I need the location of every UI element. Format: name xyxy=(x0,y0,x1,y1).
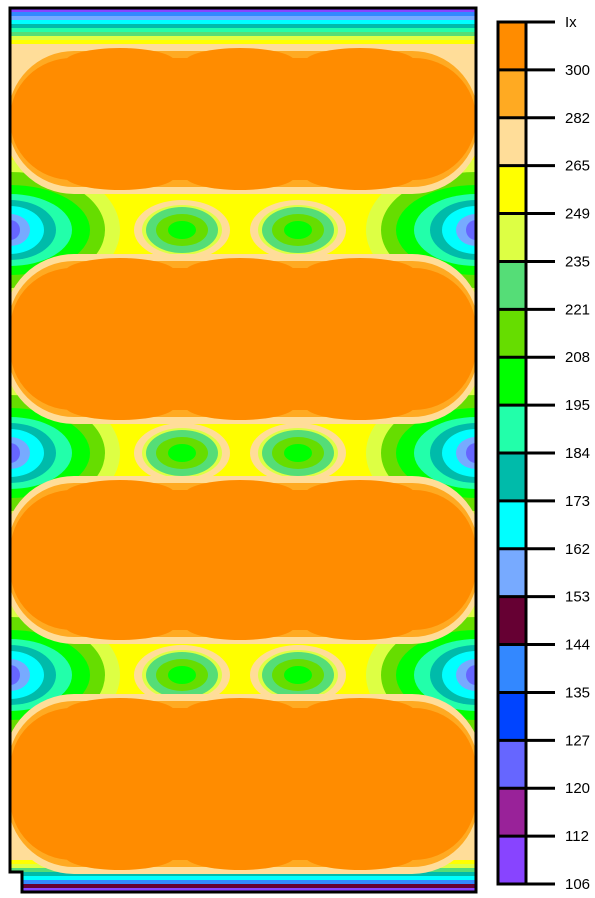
legend-title: Ix xyxy=(565,14,577,31)
legend-tick-label: 184 xyxy=(565,445,590,462)
contour-region xyxy=(185,698,295,726)
legend-tick-label: 195 xyxy=(565,397,590,414)
legend-band xyxy=(498,692,526,741)
contour-region xyxy=(305,842,415,870)
contour-region xyxy=(65,48,175,76)
legend-tick-label: 153 xyxy=(565,589,590,606)
contour-region xyxy=(65,698,175,726)
contour-region xyxy=(284,666,312,684)
contour-region xyxy=(456,437,476,469)
contour-region xyxy=(65,162,175,190)
contour-region xyxy=(185,258,295,286)
contour-region xyxy=(284,444,312,462)
legend-band xyxy=(498,740,526,789)
legend-tick-label: 249 xyxy=(565,206,590,223)
contour-region xyxy=(284,221,312,239)
contour-region xyxy=(305,392,415,420)
contour-region xyxy=(65,612,175,640)
contour-region xyxy=(10,443,20,463)
contour-region xyxy=(305,698,415,726)
contour-region xyxy=(10,214,30,246)
legend-tick-label: 235 xyxy=(565,253,590,270)
legend-tick-label: 162 xyxy=(565,541,590,558)
legend-band xyxy=(498,309,526,358)
legend-band xyxy=(498,261,526,310)
contour-plateau xyxy=(10,490,476,630)
contour-region xyxy=(305,612,415,640)
contour-region xyxy=(185,162,295,190)
contour-region xyxy=(185,480,295,508)
contour-region xyxy=(65,258,175,286)
legend-tick-label: 282 xyxy=(565,110,590,127)
contour-region xyxy=(442,651,476,699)
contour-region xyxy=(185,842,295,870)
legend-ticks: 300 282 265 249 235 221 208 195 184 173 162 153 144 1… xyxy=(498,20,590,893)
contour-region xyxy=(10,206,44,254)
legend-band xyxy=(498,22,526,71)
legend-bands xyxy=(498,22,526,885)
contour-region xyxy=(185,612,295,640)
contour-plateau xyxy=(10,708,476,860)
contour-region xyxy=(65,392,175,420)
plot-border xyxy=(8,6,478,894)
legend-tick-label: 265 xyxy=(565,158,590,175)
contour-region xyxy=(65,480,175,508)
legend-tick-label: 120 xyxy=(565,780,590,797)
contour-region xyxy=(168,221,196,239)
legend-band xyxy=(498,836,526,885)
contour-region xyxy=(466,443,476,463)
legend-band xyxy=(498,596,526,646)
legend-band xyxy=(498,69,526,119)
contour-layers xyxy=(10,8,476,892)
legend-band xyxy=(498,357,526,406)
legend-tick-label: 300 xyxy=(565,62,590,79)
contour-region xyxy=(168,666,196,684)
contour-region xyxy=(168,444,196,462)
legend-band xyxy=(498,213,526,262)
legend-band xyxy=(498,405,526,454)
contour-plot-area xyxy=(10,8,476,892)
contour-region xyxy=(442,429,476,477)
contour-region xyxy=(65,842,175,870)
legend-tick-label: 173 xyxy=(565,493,590,510)
contour-region xyxy=(466,665,476,685)
legend-tick-label: 112 xyxy=(565,828,589,845)
contour-region xyxy=(10,429,44,477)
contour-region xyxy=(10,437,30,469)
legend-tick-label: 221 xyxy=(565,301,590,318)
contour-region xyxy=(456,214,476,246)
legend: 300 282 265 249 235 221 208 195 184 173 162 153 144 1… xyxy=(496,14,590,893)
contour-region xyxy=(442,206,476,254)
legend-band xyxy=(498,788,526,837)
legend-tick-label: 127 xyxy=(565,732,590,749)
legend-band xyxy=(498,165,526,215)
legend-tick-label: 144 xyxy=(565,637,590,654)
contour-region xyxy=(10,220,20,240)
legend-band xyxy=(498,548,526,598)
contour-region xyxy=(185,48,295,76)
contour-region xyxy=(466,220,476,240)
contour-region xyxy=(305,48,415,76)
contour-region xyxy=(305,162,415,190)
contour-region xyxy=(305,480,415,508)
legend-band xyxy=(498,453,526,502)
contour-region xyxy=(10,659,30,691)
legend-tick-label: 106 xyxy=(565,876,590,893)
contour-plateau xyxy=(10,268,476,410)
contour-region xyxy=(10,651,44,699)
legend-band xyxy=(498,117,526,167)
contour-plateau xyxy=(10,58,476,180)
legend-band xyxy=(498,500,526,550)
legend-tick-label: 208 xyxy=(565,349,590,366)
contour-region xyxy=(185,392,295,420)
contour-region xyxy=(10,665,20,685)
legend-tick-label: 135 xyxy=(565,684,590,701)
contour-region xyxy=(305,258,415,286)
legend-band xyxy=(498,644,526,693)
contour-region xyxy=(456,659,476,691)
